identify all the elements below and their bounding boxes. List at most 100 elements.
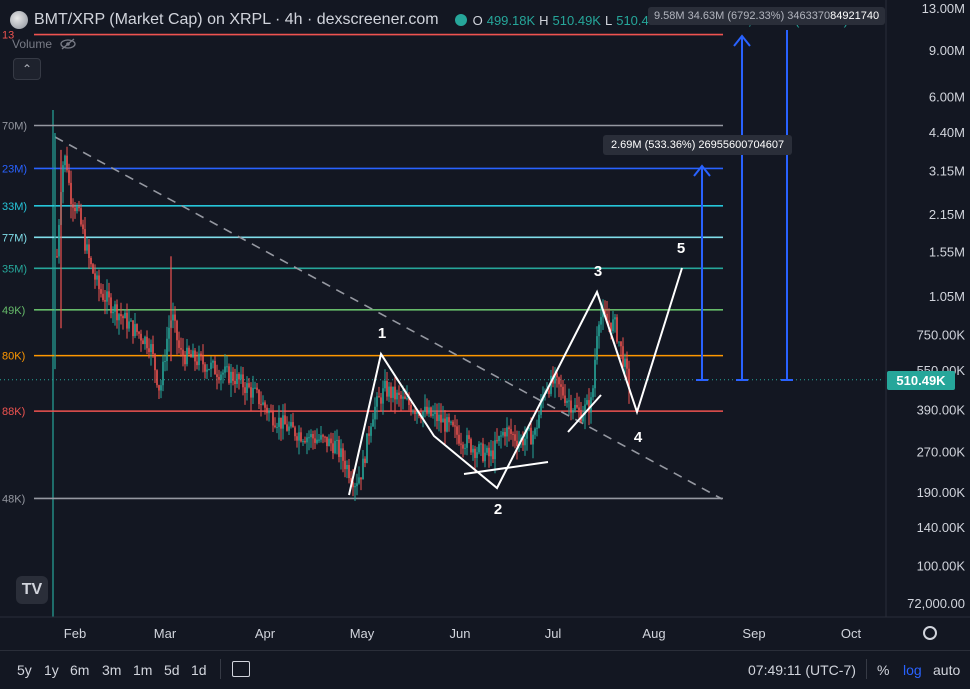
candle-body <box>80 208 82 225</box>
fib-level-label: 88K) <box>2 406 25 418</box>
range-1m-button[interactable]: 1m <box>133 662 153 678</box>
x-tick-label: Apr <box>255 626 276 641</box>
candle-body <box>558 377 560 385</box>
tradingview-logo-icon[interactable]: TV <box>16 576 48 604</box>
range-1y-button[interactable]: 1y <box>44 662 59 678</box>
x-tick-label: Mar <box>154 626 177 641</box>
candle-body <box>282 415 284 429</box>
ohlc-high-key: H <box>539 12 549 28</box>
collapse-indicators-button[interactable]: ⌃ <box>13 58 41 80</box>
calendar-icon[interactable] <box>232 661 250 677</box>
candle-body <box>182 349 184 356</box>
candle-body <box>472 448 474 453</box>
x-tick-label: Oct <box>841 626 862 641</box>
candle-body <box>616 317 618 342</box>
candle-body <box>142 340 144 345</box>
candle-body <box>610 322 612 332</box>
candle-body <box>68 170 70 183</box>
candle-body <box>168 327 170 339</box>
candle-body <box>510 429 512 434</box>
candle-body <box>504 432 506 437</box>
candle-body <box>262 402 264 405</box>
candle-body <box>468 435 470 440</box>
candle-body <box>392 386 394 398</box>
volume-indicator[interactable]: Volume <box>12 37 76 51</box>
candle-body <box>88 244 90 258</box>
candle-body <box>422 411 424 419</box>
candle-body <box>218 376 220 380</box>
candle-body <box>304 441 306 443</box>
candle-body <box>446 417 448 432</box>
candle-body <box>174 314 176 321</box>
candle-body <box>614 317 616 320</box>
candle-body <box>438 414 440 422</box>
candle-body <box>506 427 508 437</box>
candle-body <box>350 478 352 482</box>
candle-body <box>412 411 414 413</box>
range-3m-button[interactable]: 3m <box>102 662 122 678</box>
auto-scale-button[interactable]: auto <box>933 662 961 678</box>
candle-body <box>348 464 350 479</box>
wave-channel-line <box>567 394 602 433</box>
candle-body <box>232 371 234 381</box>
candle-body <box>568 400 570 402</box>
candle-body <box>358 477 360 484</box>
toolbar-divider <box>866 659 867 679</box>
candle-body <box>286 424 288 431</box>
y-tick-label: 140.00K <box>917 520 966 535</box>
candle-body <box>270 410 272 412</box>
candle-body <box>428 407 430 414</box>
range-5d-button[interactable]: 5d <box>164 662 180 678</box>
candle-body <box>606 313 608 321</box>
log-scale-button[interactable]: log <box>903 662 922 678</box>
percent-scale-button[interactable]: % <box>877 662 890 678</box>
candle-body <box>76 206 78 212</box>
candle-body <box>266 407 268 414</box>
candle-body <box>306 437 308 443</box>
range-5y-button[interactable]: 5y <box>17 662 32 678</box>
candle-body <box>398 392 400 396</box>
candle-body <box>146 336 148 349</box>
candle-body <box>274 425 276 428</box>
candle-body <box>368 433 370 436</box>
measure-arrow-head <box>733 34 751 47</box>
candle-body <box>502 432 504 436</box>
candle-body <box>106 291 108 302</box>
candle-body <box>436 412 438 422</box>
candle-body <box>320 435 322 440</box>
candle-body <box>158 385 160 391</box>
y-tick-label: 100.00K <box>917 558 966 573</box>
candle-body <box>426 406 428 414</box>
candle-body <box>476 452 478 458</box>
candle-body <box>380 397 382 404</box>
candle-body <box>452 421 454 426</box>
ohlc-open-key: O <box>472 12 483 28</box>
eye-hidden-icon[interactable] <box>60 38 76 50</box>
candle-body <box>198 353 200 366</box>
fib-level-label: 23M) <box>2 163 27 175</box>
candle-body <box>242 374 244 388</box>
candle-body <box>522 437 524 446</box>
candle-body <box>100 289 102 294</box>
candle-body <box>618 341 620 343</box>
fib-level-label: 70M) <box>2 121 27 133</box>
candle-body <box>144 336 146 345</box>
gear-icon[interactable] <box>923 626 937 640</box>
candle-body <box>238 374 240 380</box>
candle-body <box>264 402 266 408</box>
candle-body <box>70 182 72 205</box>
candle-body <box>328 438 330 447</box>
candle-body <box>256 387 258 390</box>
candle-body <box>458 434 460 444</box>
range-1d-button[interactable]: 1d <box>191 662 207 678</box>
candle-body <box>164 361 166 363</box>
candle-body <box>280 417 282 429</box>
candle-body <box>184 355 186 365</box>
chart-title: BMT/XRP (Market Cap) on XRPL · 4h · dexs… <box>34 11 439 28</box>
candle-body <box>538 414 540 428</box>
candle-body <box>580 410 582 422</box>
range-6m-button[interactable]: 6m <box>70 662 90 678</box>
candle-body <box>490 450 492 457</box>
